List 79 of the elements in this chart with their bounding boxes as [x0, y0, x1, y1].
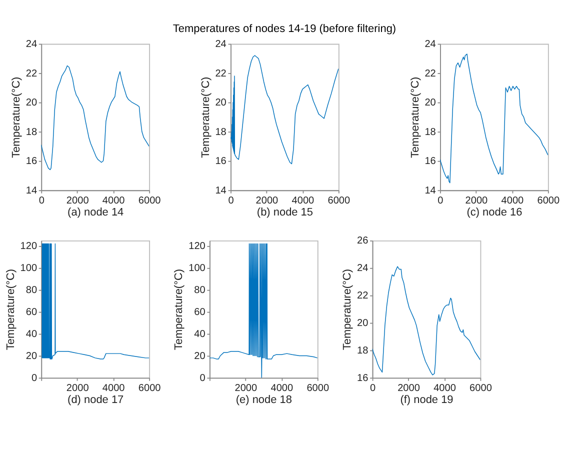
y-tick-label: 14 [26, 185, 38, 196]
y-tick-label: 60 [26, 307, 38, 318]
y-tick-label: 16 [357, 372, 369, 384]
chart-title: Temperatures of nodes 14-19 (before filtering) [172, 22, 396, 35]
y-tick-label: 24 [215, 39, 227, 50]
y-axis-title: Temperature(°C) [10, 76, 22, 158]
y-tick-label: 14 [424, 185, 436, 196]
y-tick-label: 22 [26, 68, 38, 80]
y-tick-label: 14 [215, 185, 227, 196]
x-axis-title: (b) node 15 [256, 206, 314, 218]
y-tick-label: 24 [357, 263, 369, 274]
y-axis-title: Temperature(°C) [4, 268, 17, 350]
x-tick-label: 2000 [66, 382, 90, 394]
y-tick-label: 40 [26, 328, 38, 340]
y-tick-label: 80 [26, 285, 38, 296]
x-tick-label: 4000 [102, 195, 126, 206]
y-tick-label: 100 [20, 263, 38, 274]
x-axis-title: (f) node 19 [400, 394, 454, 406]
x-tick-label: 2000 [398, 382, 420, 394]
x-tick-label: 0 [370, 382, 376, 394]
x-tick-label: 4000 [270, 382, 294, 394]
y-tick-label: 22 [357, 290, 369, 302]
x-tick-label: 0 [228, 195, 234, 206]
x-tick-label: 6000 [328, 195, 351, 206]
x-axis-title: (e) node 18 [236, 394, 292, 406]
line-series [41, 65, 150, 170]
x-tick-label: 2000 [465, 195, 488, 206]
x-tick-label: 4000 [434, 382, 456, 394]
y-tick-label: 16 [215, 156, 227, 168]
y-tick-label: 0 [31, 372, 38, 384]
line-series [372, 266, 480, 376]
x-tick-label: 4000 [292, 195, 315, 206]
x-tick-label: 0 [438, 195, 444, 206]
y-tick-label: 24 [26, 39, 38, 50]
y-tick-label: 120 [20, 241, 38, 252]
x-tick-label: 6000 [470, 382, 492, 394]
x-axis-title: (a) node 14 [68, 206, 124, 218]
y-tick-label: 16 [26, 156, 38, 168]
y-tick-label: 0 [200, 372, 206, 384]
x-tick-label: 6000 [537, 195, 560, 206]
line-series [230, 55, 338, 164]
x-tick-label: 0 [38, 195, 45, 206]
y-tick-label: 16 [424, 156, 436, 168]
y-tick-label: 20 [357, 318, 369, 330]
y-tick-label: 24 [424, 39, 436, 50]
line-series [440, 54, 548, 184]
y-tick-label: 18 [215, 126, 227, 138]
x-tick-label: 2000 [234, 382, 258, 394]
x-tick-label: 4000 [102, 382, 126, 394]
y-tick-label: 20 [194, 350, 206, 362]
y-tick-label: 18 [26, 126, 38, 138]
x-tick-label: 2000 [66, 195, 90, 206]
x-tick-label: 6000 [138, 382, 162, 394]
y-tick-label: 80 [194, 285, 206, 296]
y-axis-title: Temperature(°C) [409, 76, 422, 158]
x-tick-label: 2000 [256, 195, 279, 206]
y-axis-title: Temperature(°C) [173, 268, 186, 350]
y-tick-label: 22 [215, 68, 227, 80]
y-axis-title: Temperature(°C) [342, 268, 354, 350]
y-tick-label: 18 [357, 345, 369, 356]
x-axis-title: (d) node 17 [68, 394, 124, 406]
x-tick-label: 4000 [501, 195, 524, 206]
y-tick-label: 60 [194, 307, 206, 318]
x-axis-title: (c) node 16 [466, 206, 522, 218]
y-tick-label: 20 [215, 98, 227, 109]
x-tick-label: 6000 [306, 382, 330, 394]
y-tick-label: 100 [188, 263, 206, 274]
y-tick-label: 26 [357, 236, 369, 247]
y-axis-title: Temperature(°C) [200, 76, 212, 158]
y-tick-label: 20 [26, 98, 38, 109]
y-tick-label: 120 [188, 241, 206, 252]
x-tick-label: 6000 [138, 195, 162, 206]
line-series [209, 243, 318, 378]
y-tick-label: 20 [424, 98, 436, 109]
line-series [42, 243, 150, 360]
y-tick-label: 22 [424, 68, 436, 80]
y-tick-label: 18 [424, 126, 436, 138]
y-tick-label: 40 [194, 328, 206, 340]
y-tick-label: 20 [26, 350, 38, 362]
